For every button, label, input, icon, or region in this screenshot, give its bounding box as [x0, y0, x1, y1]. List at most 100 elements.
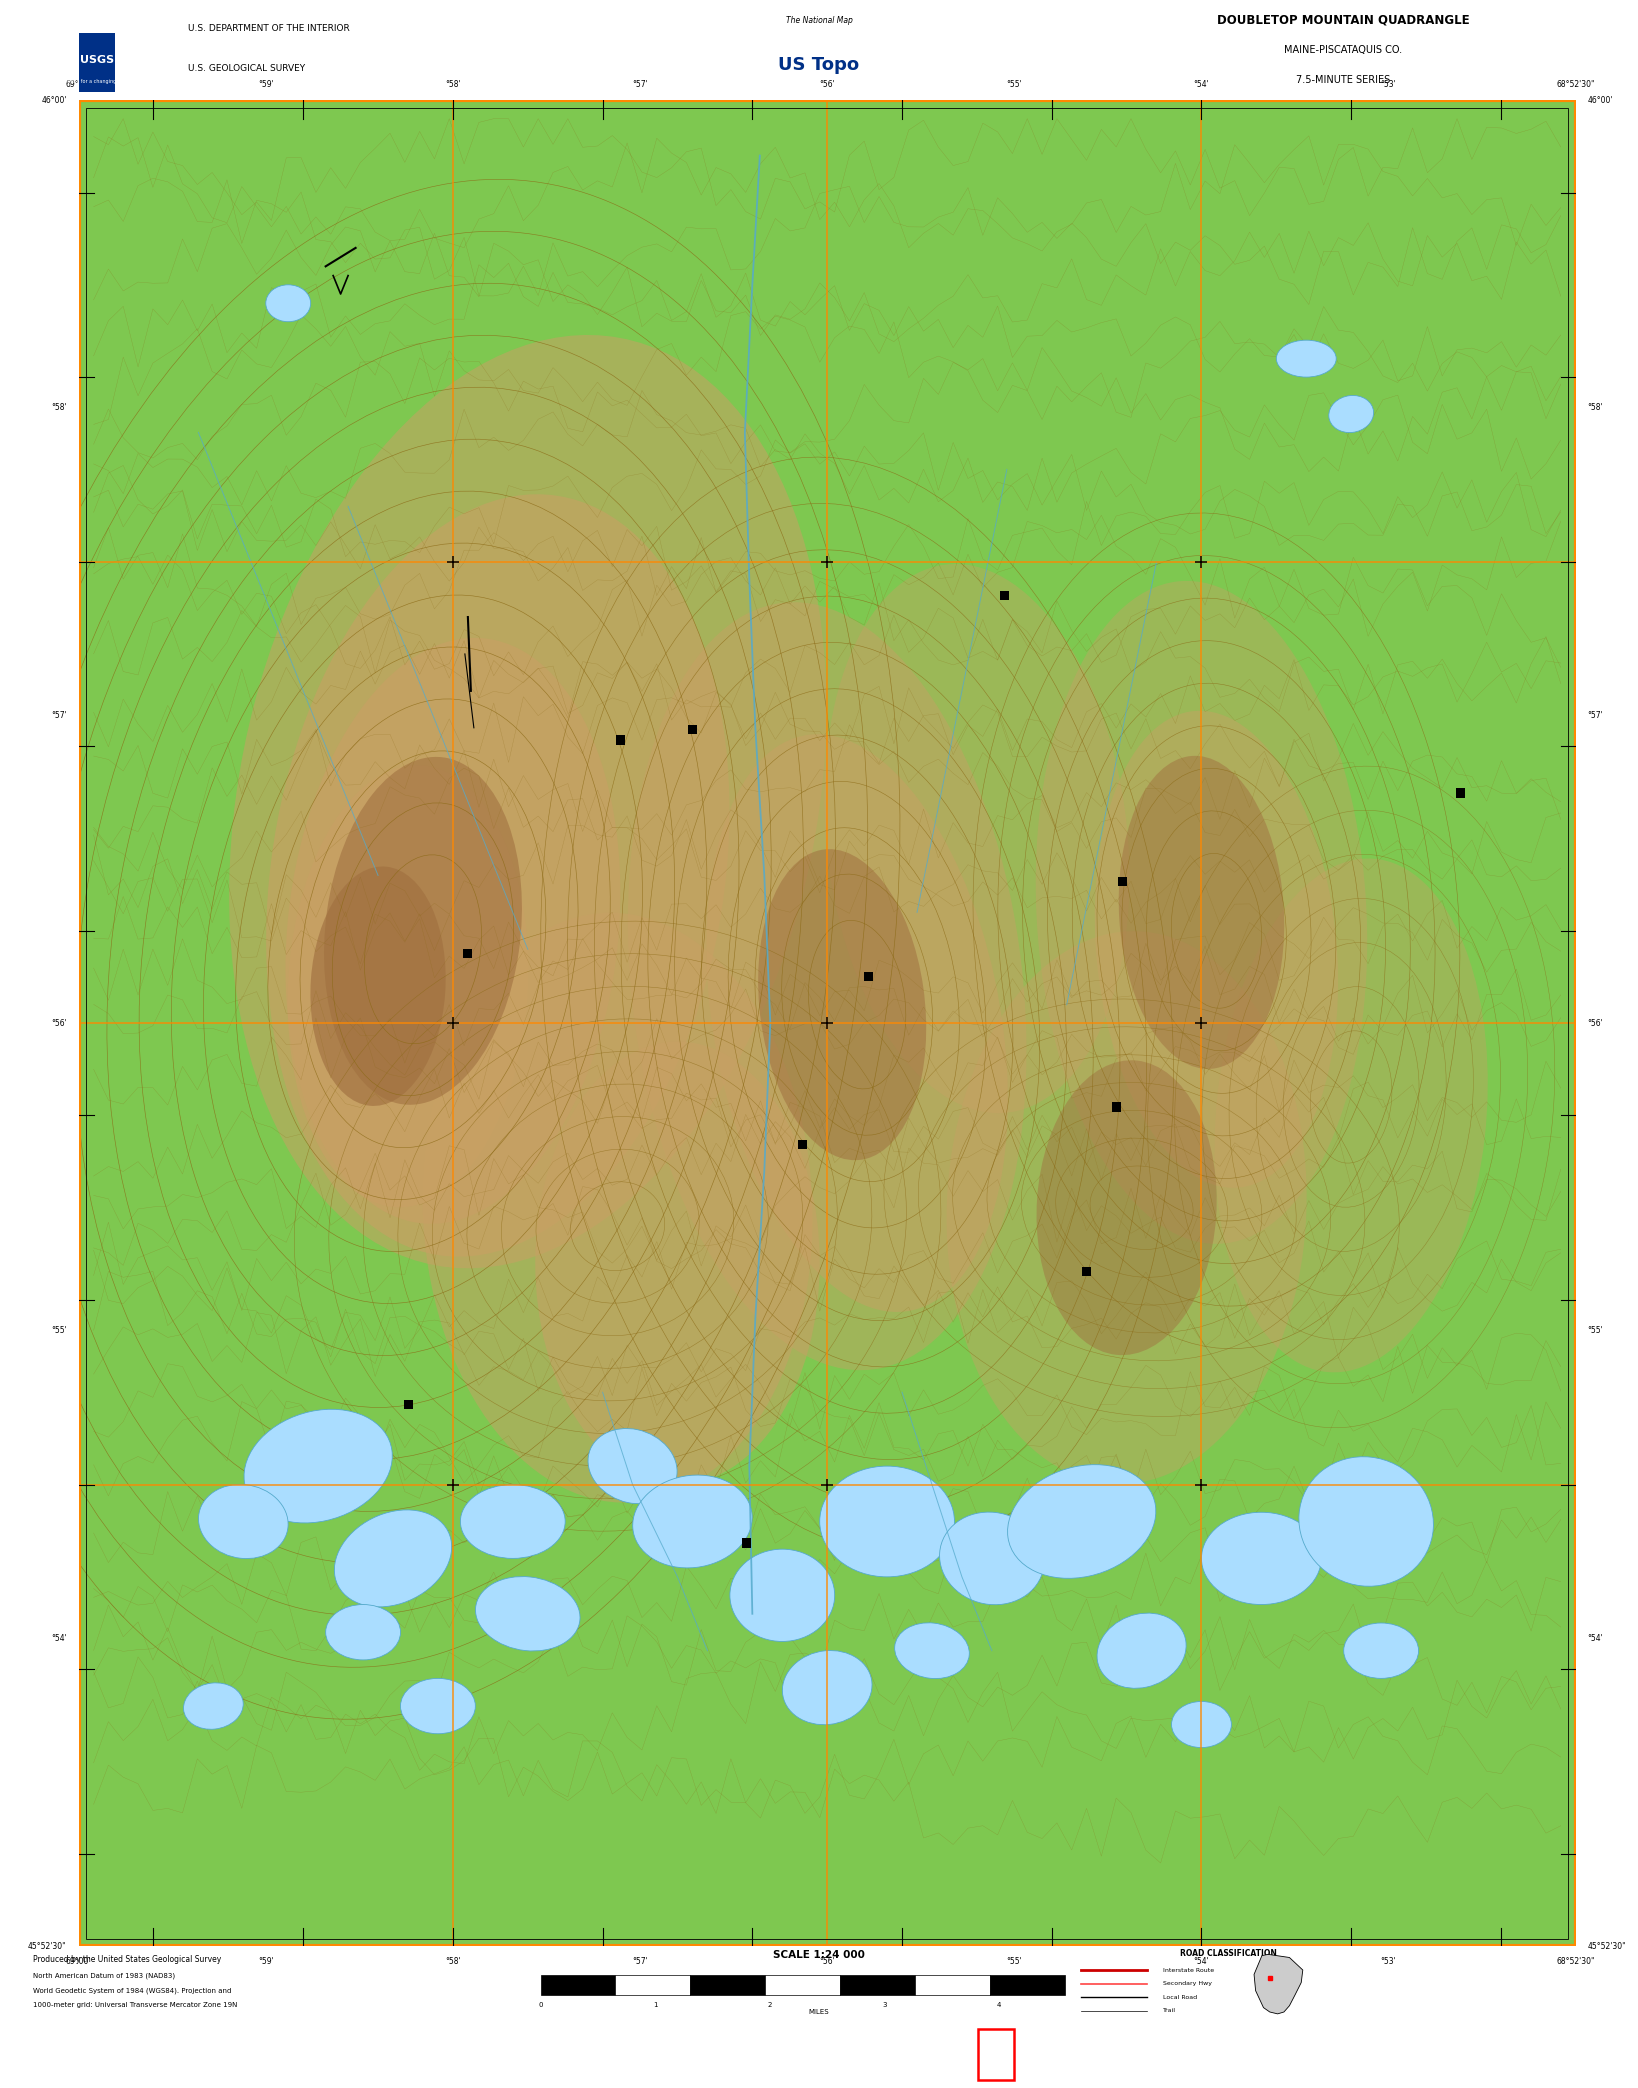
Text: °58': °58': [51, 403, 67, 411]
Ellipse shape: [288, 764, 529, 1207]
Text: °59': °59': [257, 79, 274, 90]
Ellipse shape: [947, 931, 1307, 1485]
Text: 0: 0: [539, 2002, 542, 2009]
Ellipse shape: [627, 601, 1027, 1370]
Bar: [742, 1539, 750, 1547]
Text: SCALE 1:24 000: SCALE 1:24 000: [773, 1950, 865, 1961]
Ellipse shape: [1201, 1512, 1322, 1604]
Ellipse shape: [1094, 710, 1338, 1188]
Text: °56': °56': [819, 79, 835, 90]
Ellipse shape: [1119, 756, 1284, 1069]
Ellipse shape: [819, 1466, 955, 1576]
Text: 46°00': 46°00': [41, 96, 67, 104]
Text: °53': °53': [1381, 79, 1397, 90]
Text: U.S. DEPARTMENT OF THE INTERIOR: U.S. DEPARTMENT OF THE INTERIOR: [188, 23, 351, 33]
Text: 46°00': 46°00': [1587, 96, 1613, 104]
Ellipse shape: [475, 1576, 580, 1652]
Text: Interstate Route: Interstate Route: [1163, 1967, 1214, 1973]
Text: 68°52'30": 68°52'30": [1556, 1956, 1595, 1967]
Text: °53': °53': [1381, 1956, 1397, 1967]
Bar: [989, 1975, 1065, 1994]
Bar: [840, 1975, 916, 1994]
Text: 1: 1: [654, 2002, 657, 2009]
Text: Local Road: Local Road: [1163, 1994, 1197, 2000]
Bar: [765, 1975, 840, 1994]
Text: °54': °54': [1194, 1956, 1209, 1967]
Text: °57': °57': [51, 712, 67, 720]
Bar: [798, 1140, 806, 1148]
Bar: [405, 1399, 413, 1409]
Ellipse shape: [311, 867, 446, 1107]
Text: °57': °57': [632, 1956, 649, 1967]
Ellipse shape: [783, 1650, 871, 1725]
Ellipse shape: [632, 1474, 752, 1568]
Text: 69°00': 69°00': [66, 79, 92, 90]
Ellipse shape: [894, 1622, 970, 1679]
Ellipse shape: [460, 1485, 565, 1558]
Ellipse shape: [183, 1683, 242, 1729]
Text: °58': °58': [446, 79, 460, 90]
Ellipse shape: [1328, 395, 1374, 432]
Ellipse shape: [401, 1679, 475, 1733]
Ellipse shape: [334, 1510, 452, 1608]
Ellipse shape: [1035, 580, 1368, 1244]
Ellipse shape: [1097, 1614, 1186, 1689]
Ellipse shape: [229, 334, 827, 1267]
Bar: [1119, 877, 1127, 885]
Text: °56': °56': [819, 1956, 835, 1967]
Text: Produced by the United States Geological Survey: Produced by the United States Geological…: [33, 1954, 221, 1965]
Ellipse shape: [244, 1409, 391, 1522]
Ellipse shape: [536, 1042, 819, 1485]
Text: The National Map: The National Map: [786, 15, 852, 25]
Text: 3: 3: [883, 2002, 886, 2009]
Ellipse shape: [1171, 1702, 1232, 1748]
Bar: [688, 725, 698, 733]
Text: 45°52'30": 45°52'30": [1587, 1942, 1627, 1950]
Bar: [999, 591, 1009, 599]
Text: °57': °57': [1587, 712, 1604, 720]
Text: US Topo: US Topo: [778, 56, 860, 75]
Bar: [616, 735, 626, 745]
Ellipse shape: [285, 637, 621, 1224]
Text: °54': °54': [1194, 79, 1209, 90]
Ellipse shape: [1215, 858, 1487, 1372]
Text: 69°00': 69°00': [66, 1956, 92, 1967]
Ellipse shape: [265, 495, 729, 1257]
Text: 45°52'30": 45°52'30": [28, 1942, 67, 1950]
Text: °59': °59': [257, 1956, 274, 1967]
Text: 68°52'30": 68°52'30": [1556, 79, 1595, 90]
Text: North American Datum of 1983 (NAD83): North American Datum of 1983 (NAD83): [33, 1973, 175, 1979]
Bar: [978, 2030, 1014, 2080]
Ellipse shape: [731, 1549, 835, 1641]
Ellipse shape: [706, 735, 1007, 1311]
Ellipse shape: [198, 1485, 288, 1558]
Bar: [865, 973, 873, 981]
Bar: [541, 1975, 616, 1994]
Text: °58': °58': [1587, 403, 1604, 411]
Bar: [916, 1975, 989, 1994]
Text: °57': °57': [632, 79, 649, 90]
Ellipse shape: [326, 1604, 401, 1660]
Text: 1000-meter grid: Universal Transverse Mercator Zone 19N: 1000-meter grid: Universal Transverse Me…: [33, 2002, 238, 2009]
Bar: [1112, 1102, 1120, 1111]
Ellipse shape: [1299, 1457, 1433, 1587]
Text: °56': °56': [1587, 1019, 1604, 1027]
Text: ROAD CLASSIFICATION: ROAD CLASSIFICATION: [1179, 1948, 1278, 1959]
Bar: [1081, 1267, 1091, 1276]
Text: Trail: Trail: [1163, 2009, 1176, 2013]
Ellipse shape: [1037, 1061, 1217, 1355]
Ellipse shape: [1276, 340, 1337, 378]
Text: °55': °55': [1587, 1326, 1604, 1334]
Ellipse shape: [758, 850, 925, 1161]
Text: °56': °56': [51, 1019, 67, 1027]
Text: MILES: MILES: [809, 2009, 829, 2015]
Text: °58': °58': [446, 1956, 460, 1967]
Ellipse shape: [1343, 1622, 1419, 1679]
Ellipse shape: [265, 284, 311, 322]
Text: DOUBLETOP MOUNTAIN QUADRANGLE: DOUBLETOP MOUNTAIN QUADRANGLE: [1217, 13, 1469, 27]
Ellipse shape: [1007, 1464, 1156, 1579]
Ellipse shape: [588, 1428, 676, 1503]
Text: °54': °54': [51, 1635, 67, 1643]
Text: 7.5-MINUTE SERIES: 7.5-MINUTE SERIES: [1296, 75, 1391, 86]
Text: °55': °55': [1006, 79, 1022, 90]
